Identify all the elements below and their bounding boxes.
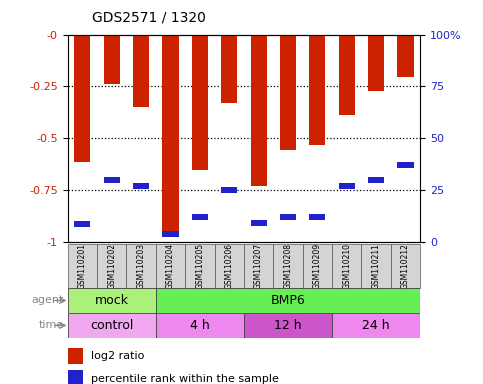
Bar bbox=[68, 288, 156, 313]
Text: log2 ratio: log2 ratio bbox=[90, 351, 144, 361]
Bar bbox=[192, 35, 208, 170]
Bar bbox=[68, 371, 84, 384]
Bar bbox=[162, 35, 179, 230]
Bar bbox=[97, 244, 127, 288]
Text: percentile rank within the sample: percentile rank within the sample bbox=[90, 374, 278, 384]
Bar bbox=[104, 177, 120, 183]
Bar bbox=[127, 244, 156, 288]
Bar bbox=[192, 214, 208, 220]
Bar bbox=[156, 244, 185, 288]
Text: 24 h: 24 h bbox=[362, 319, 390, 332]
Bar bbox=[68, 244, 97, 288]
Bar bbox=[74, 35, 90, 162]
Bar bbox=[133, 183, 149, 189]
Bar bbox=[280, 214, 296, 220]
Text: GSM110207: GSM110207 bbox=[254, 243, 263, 289]
Text: time: time bbox=[39, 320, 64, 331]
Bar bbox=[244, 244, 273, 288]
Bar bbox=[332, 313, 420, 338]
Bar bbox=[185, 244, 214, 288]
Bar bbox=[251, 220, 267, 227]
Bar bbox=[162, 230, 179, 237]
Text: mock: mock bbox=[95, 294, 128, 307]
Bar bbox=[309, 214, 326, 220]
Bar bbox=[339, 35, 355, 116]
Bar bbox=[156, 313, 244, 338]
Bar bbox=[339, 183, 355, 189]
Text: GSM110205: GSM110205 bbox=[195, 243, 204, 289]
Bar bbox=[273, 244, 303, 288]
Text: control: control bbox=[90, 319, 133, 332]
Text: agent: agent bbox=[32, 295, 64, 306]
Bar bbox=[74, 221, 90, 227]
Text: GSM110203: GSM110203 bbox=[137, 243, 145, 289]
Text: GSM110209: GSM110209 bbox=[313, 243, 322, 289]
Text: GDS2571 / 1320: GDS2571 / 1320 bbox=[92, 10, 206, 24]
Text: GSM110208: GSM110208 bbox=[284, 243, 293, 289]
Text: GSM110212: GSM110212 bbox=[401, 243, 410, 289]
Text: GSM110206: GSM110206 bbox=[225, 243, 234, 289]
Bar bbox=[221, 35, 237, 103]
Bar bbox=[391, 244, 420, 288]
Text: GSM110210: GSM110210 bbox=[342, 243, 351, 289]
Bar bbox=[332, 244, 361, 288]
Text: 4 h: 4 h bbox=[190, 319, 210, 332]
Bar bbox=[133, 35, 149, 107]
Bar bbox=[214, 244, 244, 288]
Text: GSM110204: GSM110204 bbox=[166, 243, 175, 289]
Bar bbox=[156, 288, 420, 313]
Bar bbox=[68, 313, 156, 338]
Bar bbox=[368, 177, 384, 183]
Bar bbox=[309, 35, 326, 146]
Bar bbox=[398, 35, 413, 77]
Bar bbox=[104, 35, 120, 84]
Text: BMP6: BMP6 bbox=[270, 294, 305, 307]
Bar bbox=[398, 162, 413, 168]
Bar bbox=[280, 35, 296, 150]
Bar bbox=[303, 244, 332, 288]
Text: 12 h: 12 h bbox=[274, 319, 302, 332]
Text: GSM110202: GSM110202 bbox=[107, 243, 116, 289]
Text: GSM110201: GSM110201 bbox=[78, 243, 87, 289]
Bar bbox=[368, 35, 384, 91]
Text: GSM110211: GSM110211 bbox=[371, 243, 381, 289]
Bar bbox=[221, 187, 237, 193]
Bar bbox=[361, 244, 391, 288]
Bar bbox=[244, 313, 332, 338]
Bar bbox=[68, 348, 84, 364]
Bar bbox=[251, 35, 267, 186]
